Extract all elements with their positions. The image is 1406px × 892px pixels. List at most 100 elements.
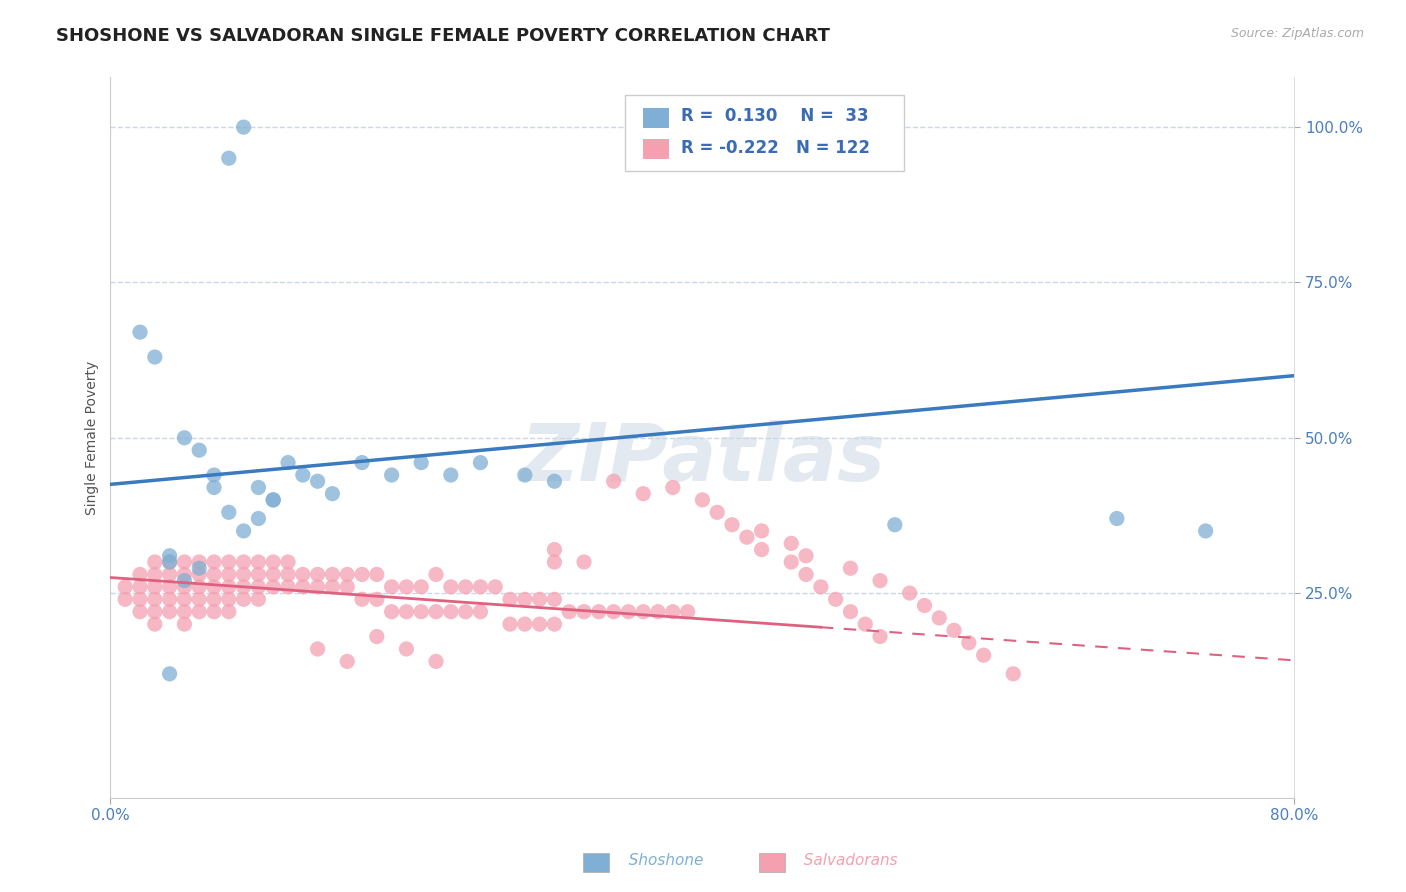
Point — [454, 605, 477, 619]
Point — [159, 580, 181, 594]
Point — [232, 580, 254, 594]
Point — [425, 567, 447, 582]
Point — [307, 580, 329, 594]
Point — [247, 592, 270, 607]
Point — [143, 555, 166, 569]
Point — [202, 555, 225, 569]
Point — [159, 555, 181, 569]
Point — [440, 580, 463, 594]
Point — [588, 605, 610, 619]
Point — [143, 592, 166, 607]
Point — [173, 567, 195, 582]
Point — [247, 511, 270, 525]
Point — [395, 605, 418, 619]
Point — [973, 648, 995, 663]
Point — [1002, 666, 1025, 681]
Point — [173, 574, 195, 588]
Point — [218, 567, 240, 582]
Point — [529, 592, 551, 607]
Point — [499, 592, 522, 607]
Point — [957, 636, 980, 650]
Point — [202, 605, 225, 619]
Point — [513, 617, 536, 632]
Point — [366, 630, 388, 644]
Point — [602, 605, 624, 619]
Point — [159, 666, 181, 681]
Point — [159, 592, 181, 607]
Point — [173, 617, 195, 632]
Point — [129, 325, 152, 339]
Point — [232, 592, 254, 607]
Point — [543, 592, 565, 607]
Point — [558, 605, 581, 619]
Point — [631, 605, 654, 619]
Point — [143, 605, 166, 619]
Point — [721, 517, 744, 532]
Point — [262, 580, 284, 594]
Point — [173, 431, 195, 445]
Point — [484, 580, 506, 594]
Point — [440, 468, 463, 483]
Point — [114, 580, 136, 594]
Point — [928, 611, 950, 625]
Point — [470, 456, 492, 470]
Point — [914, 599, 936, 613]
Point — [247, 580, 270, 594]
Point — [336, 654, 359, 668]
Point — [411, 456, 433, 470]
Point — [780, 555, 803, 569]
Point — [218, 505, 240, 519]
Point — [543, 555, 565, 569]
Point — [188, 555, 211, 569]
Point — [321, 486, 343, 500]
Point — [794, 549, 817, 563]
Point — [188, 605, 211, 619]
Point — [751, 542, 773, 557]
Point — [291, 580, 314, 594]
Point — [262, 492, 284, 507]
Point — [395, 580, 418, 594]
Point — [839, 605, 862, 619]
Point — [631, 486, 654, 500]
Point — [159, 605, 181, 619]
Point — [232, 524, 254, 538]
Point — [499, 617, 522, 632]
Point — [336, 580, 359, 594]
Text: Shoshone: Shoshone — [619, 854, 703, 868]
Point — [129, 567, 152, 582]
Point — [529, 617, 551, 632]
Point — [232, 555, 254, 569]
Point — [129, 580, 152, 594]
Point — [336, 567, 359, 582]
Point — [543, 475, 565, 489]
Point — [159, 549, 181, 563]
Point — [307, 567, 329, 582]
Point — [572, 605, 595, 619]
Point — [869, 574, 891, 588]
Point — [202, 480, 225, 494]
Point — [898, 586, 921, 600]
Point — [662, 480, 685, 494]
Point — [617, 605, 640, 619]
Point — [277, 456, 299, 470]
Text: Salvadorans: Salvadorans — [794, 854, 898, 868]
Point — [173, 592, 195, 607]
Point — [307, 642, 329, 657]
Point — [173, 580, 195, 594]
Point — [202, 580, 225, 594]
Point — [218, 605, 240, 619]
Point — [188, 580, 211, 594]
Point — [454, 580, 477, 594]
Point — [262, 567, 284, 582]
Point — [381, 468, 404, 483]
Point — [262, 555, 284, 569]
Point — [247, 567, 270, 582]
Point — [676, 605, 699, 619]
Point — [277, 580, 299, 594]
Point — [218, 592, 240, 607]
Point — [602, 475, 624, 489]
Point — [735, 530, 758, 544]
Point — [381, 580, 404, 594]
Point — [1195, 524, 1218, 538]
Point — [232, 120, 254, 135]
